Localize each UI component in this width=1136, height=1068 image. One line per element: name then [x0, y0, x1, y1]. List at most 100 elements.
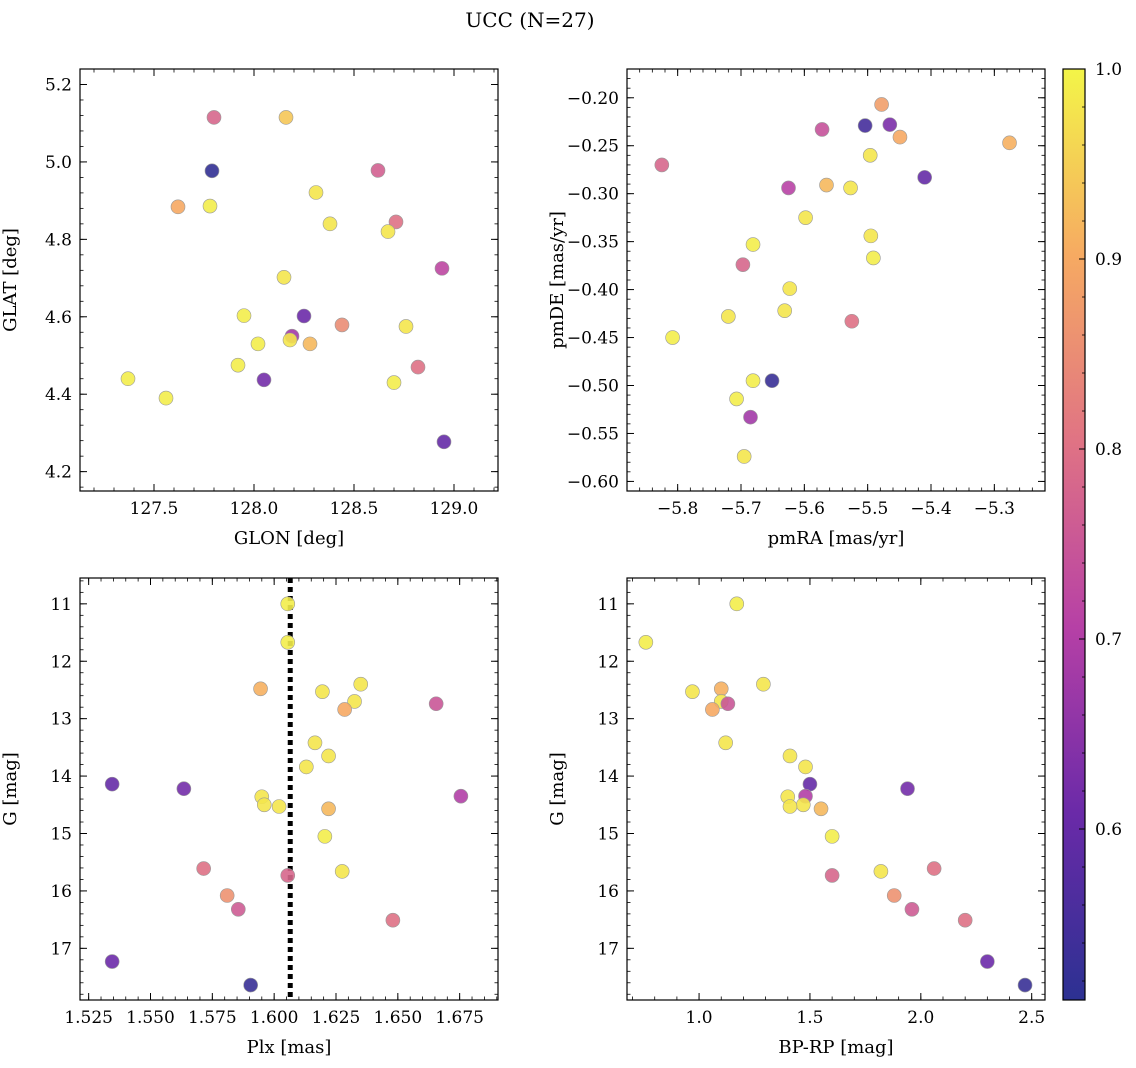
data-point — [720, 696, 736, 712]
panel-3: 1.525 1.550 1.575 1.600 1.625 1.650 1.675 11 12 1… — [0, 577, 499, 1058]
x-tick-label: 1.675 — [435, 1008, 484, 1028]
x-tick-label: 1.575 — [188, 1008, 237, 1028]
data-point — [857, 118, 873, 133]
panel-4: 1.0 1.5 2.0 2.5 11 12 13 14 15 16 17 BP-RP [mag] G [… — [547, 577, 1046, 1058]
y-axis-label: G [mag] — [547, 752, 568, 825]
y-tick-label: 16 — [597, 882, 619, 902]
data-point — [388, 214, 404, 230]
data-point — [243, 977, 258, 993]
x-tick-label: −5.4 — [910, 499, 951, 519]
data-point — [158, 390, 174, 406]
x-tick-label: −5.7 — [720, 499, 761, 519]
y-tick-label: 11 — [597, 595, 619, 615]
data-point — [219, 888, 235, 903]
data-point — [863, 228, 879, 244]
y-tick-label: −0.60 — [567, 472, 619, 492]
colorbar-tick-label: 0.9 — [1095, 250, 1122, 270]
data-point — [824, 829, 840, 844]
data-point — [176, 781, 192, 797]
y-tick-label: 4.2 — [45, 463, 72, 483]
data-point — [843, 180, 858, 196]
y-tick-label: 11 — [50, 595, 72, 615]
y-axis-label: pmDE [mas/yr] — [547, 211, 568, 349]
data-point — [824, 868, 840, 883]
data-point — [819, 177, 834, 193]
data-point — [862, 148, 878, 163]
y-tick-label: −0.20 — [567, 89, 619, 109]
x-tick-label: 1.550 — [126, 1008, 175, 1028]
colorbar-gradient — [1062, 68, 1086, 1001]
y-tick-label: 15 — [50, 824, 72, 844]
data-point — [926, 861, 942, 876]
data-point — [296, 308, 312, 324]
data-point — [230, 357, 246, 373]
data-point — [322, 216, 338, 232]
y-tick-label: 4.8 — [45, 230, 72, 250]
data-point — [917, 170, 932, 185]
figure-title: UCC (N=27) — [465, 8, 594, 32]
y-tick-label: 13 — [597, 710, 619, 730]
y-tick-label: −0.35 — [567, 233, 619, 253]
x-tick-label: 128.5 — [330, 499, 379, 519]
y-tick-label: 4.4 — [45, 385, 72, 405]
panel-2: −5.8 −5.7 −5.6 −5.5 −5.4 −5.3 −0.60 −0.55 −0.50 −… — [547, 68, 1046, 549]
y-tick-label: −0.25 — [567, 137, 619, 157]
data-point — [321, 748, 336, 764]
y-tick-label: −0.45 — [567, 329, 619, 349]
data-point — [685, 684, 700, 699]
x-tick-label: 129.0 — [430, 499, 479, 519]
data-point — [386, 375, 402, 390]
data-point — [729, 391, 744, 407]
x-tick-label: −5.5 — [847, 499, 888, 519]
data-point — [321, 801, 336, 817]
y-tick-label: 17 — [597, 939, 619, 959]
x-axis-label: BP-RP [mag] — [778, 1037, 893, 1058]
y-tick-label: 14 — [597, 767, 619, 787]
data-point — [665, 330, 680, 345]
data-point — [104, 954, 120, 969]
x-tick-label: 2.5 — [1018, 1008, 1045, 1028]
x-tick-label: 1.650 — [373, 1008, 422, 1028]
panel-1: 127.5 128.0 128.5 129.0 4.2 4.4 4.6 4.8 5.0 5.2 GL… — [0, 68, 499, 549]
y-tick-label: −0.40 — [567, 281, 619, 301]
data-point — [436, 434, 452, 450]
data-point — [434, 261, 450, 276]
colorbar-tick-label: 0.8 — [1095, 440, 1122, 460]
y-tick-label: −0.55 — [567, 424, 619, 444]
data-point — [299, 759, 314, 775]
data-point — [196, 861, 211, 876]
data-point — [795, 797, 811, 813]
y-tick-label: 16 — [50, 882, 72, 902]
data-point — [814, 122, 830, 137]
data-point — [170, 199, 186, 215]
data-point — [337, 702, 352, 717]
data-point — [745, 237, 761, 252]
x-axis-label: GLON [deg] — [234, 528, 344, 549]
data-point — [347, 694, 362, 709]
x-tick-label: −5.8 — [657, 499, 698, 519]
data-point — [280, 596, 296, 612]
colorbar: 0.6 0.7 0.8 0.9 1.0 — [1062, 60, 1122, 1001]
data-point — [380, 224, 396, 239]
data-point — [886, 888, 902, 903]
x-tick-label: 1.625 — [312, 1008, 361, 1028]
x-tick-label: 1.5 — [796, 1008, 823, 1028]
data-point — [844, 313, 860, 329]
data-point — [334, 864, 350, 879]
data-point — [798, 759, 813, 775]
data-point — [206, 110, 222, 125]
data-point — [104, 776, 120, 792]
data-point — [866, 250, 881, 266]
data-point — [900, 781, 915, 797]
data-point — [271, 799, 287, 814]
y-axis-label: G [mag] — [0, 752, 21, 825]
data-point — [1017, 977, 1033, 993]
colorbar-tick-label: 0.6 — [1095, 820, 1122, 840]
data-point — [980, 954, 995, 969]
x-tick-label: 1.0 — [686, 1008, 713, 1028]
data-point — [813, 801, 829, 817]
data-point — [782, 748, 798, 764]
colorbar-tick-label: 0.7 — [1095, 630, 1122, 650]
x-tick-label: 127.5 — [130, 499, 179, 519]
